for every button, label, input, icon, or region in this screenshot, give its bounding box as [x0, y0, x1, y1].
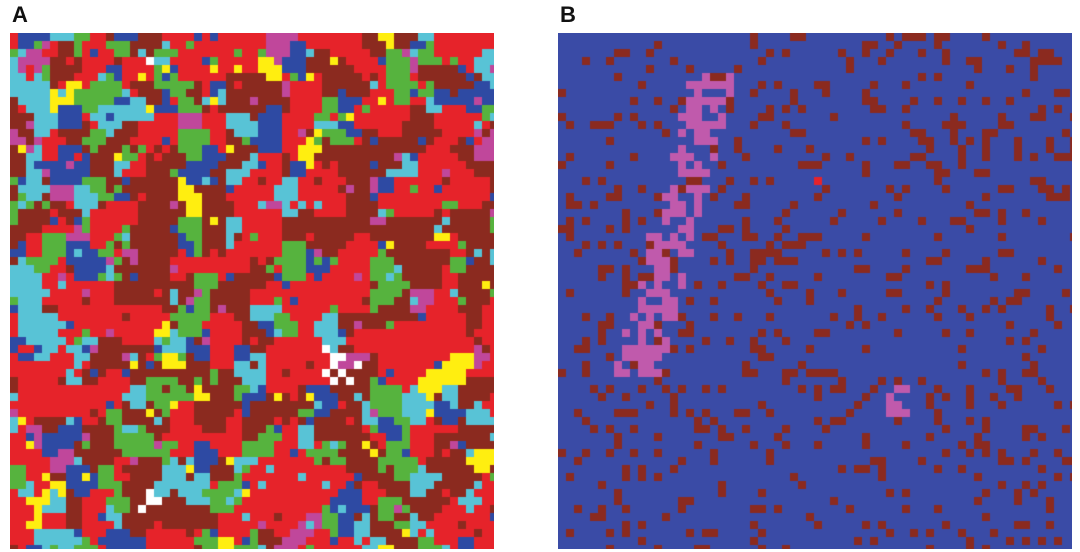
panel-label-a: A — [12, 2, 28, 27]
lattice-panel-a — [10, 33, 494, 549]
lattice-panel-b — [558, 33, 1072, 549]
panel-label-b: B — [560, 2, 576, 27]
